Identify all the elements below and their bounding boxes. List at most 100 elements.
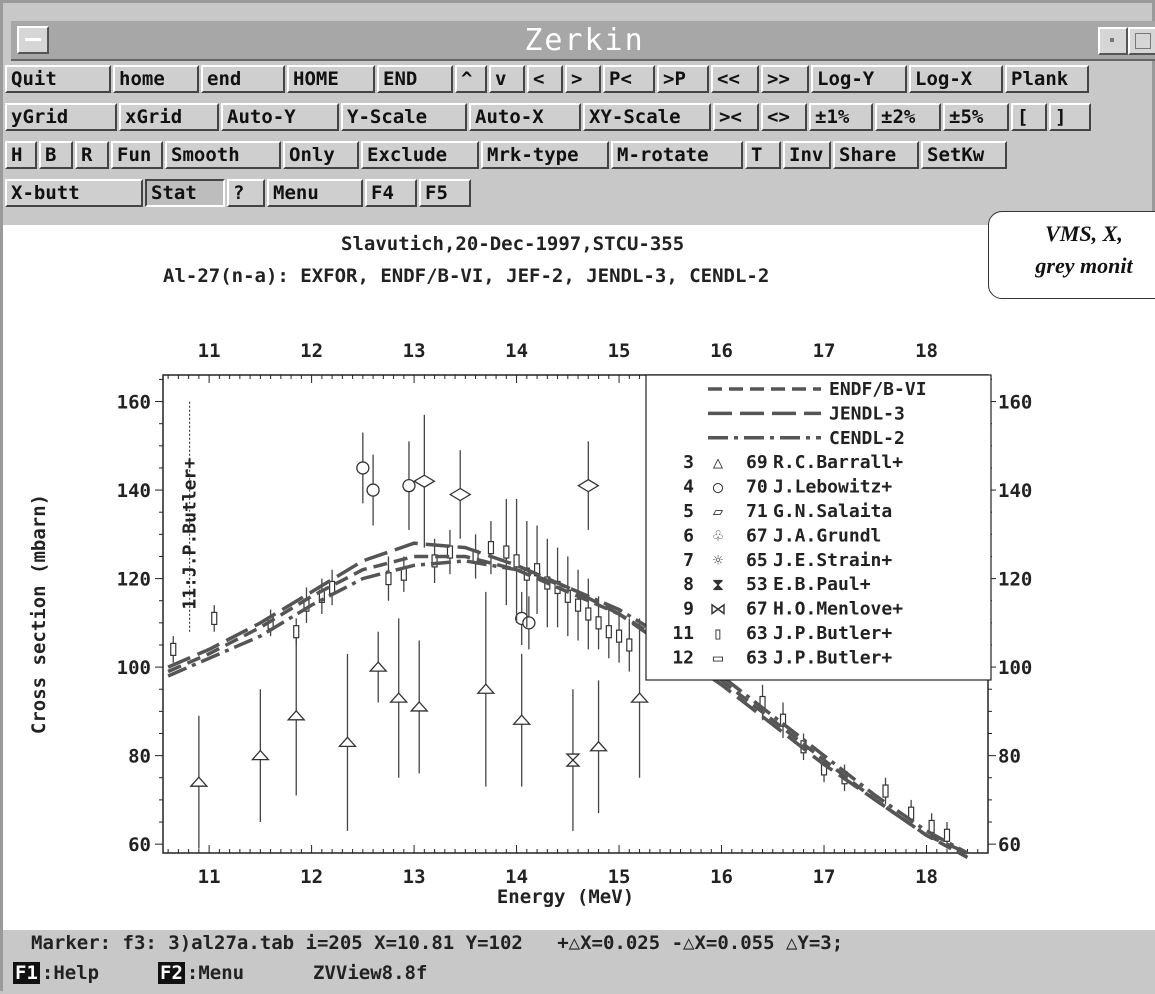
x-tick-label-top: 12 [300, 340, 323, 362]
toolbar-button-5[interactable]: ±5% [943, 103, 1009, 131]
legend-year: 67 [746, 599, 768, 620]
data-point-triangle [250, 749, 270, 761]
toolbar-button-stat[interactable]: Stat [145, 179, 225, 207]
legend-box [645, 374, 992, 681]
toolbar-button-b[interactable]: B [39, 141, 73, 169]
data-point-diamond [413, 474, 436, 488]
toolbar-button-x-butt[interactable]: X-butt [5, 179, 143, 207]
legend-symbol: ☼ [713, 551, 723, 571]
toolbar-button-share[interactable]: Share [833, 141, 919, 169]
x-tick-label: 13 [403, 866, 426, 888]
legend-year: 63 [746, 647, 768, 668]
toolbar-button-[interactable]: ? [227, 179, 265, 207]
data-point-bar [446, 545, 454, 559]
toolbar-button-xgrid[interactable]: xGrid [119, 103, 219, 131]
toolbar-button-y-scale[interactable]: Y-Scale [341, 103, 467, 131]
toolbar-button-xy-scale[interactable]: XY-Scale [583, 103, 711, 131]
toolbar-button-m-rotate[interactable]: M-rotate [611, 141, 743, 169]
toolbar-button-p[interactable]: P< [603, 65, 655, 93]
toolbar-button-only[interactable]: Only [283, 141, 359, 169]
data-point-bar [605, 625, 612, 639]
minimize-button[interactable] [1098, 27, 1128, 55]
data-point-bar [487, 541, 495, 555]
legend-symbol: ▱ [713, 502, 724, 522]
toolbar-button-[interactable]: [ [1011, 103, 1047, 131]
data-point-triangle [189, 776, 209, 787]
toolbar-button-home[interactable]: HOME [287, 65, 375, 93]
toolbar-button-[interactable]: ] [1049, 103, 1091, 131]
legend-year: 70 [746, 477, 768, 498]
data-point-bar [615, 629, 623, 643]
legend-symbol: ▭ [713, 648, 724, 668]
x-tick-label: 17 [813, 866, 836, 888]
data-point-bar [779, 713, 787, 727]
legend-year: 65 [746, 550, 768, 571]
data-point-bar [574, 598, 582, 612]
y-tick-label-right: 120 [998, 569, 1032, 591]
toolbar-button-t[interactable]: T [745, 141, 781, 169]
cross-section-chart[interactable]: 11 11 12 12 13 13 14 14 15 15 16 16 17 17 18 18 60 60 80 80… [3, 225, 1155, 930]
toolbar-button-inv[interactable]: Inv [783, 141, 831, 169]
data-point-bar [585, 607, 592, 621]
data-point-bar [928, 819, 935, 834]
toolbar-button-[interactable]: < [527, 65, 563, 93]
legend-label: J.Lebowitz+ [773, 477, 892, 498]
toolbar-button-r[interactable]: R [75, 141, 109, 169]
toolbar-button-[interactable]: << [711, 65, 759, 93]
toolbar-button-quit[interactable]: Quit [5, 65, 111, 93]
legend-symbol: ⋈ [710, 600, 727, 620]
y-tick-label-right: 160 [998, 392, 1032, 414]
toolbar-button-log-x[interactable]: Log-X [909, 65, 1003, 93]
plot-header-2: Al-27(n-a): EXFOR, ENDF/B-VI, JEF-2, JEN… [163, 265, 770, 287]
maximize-button[interactable] [1128, 27, 1155, 55]
data-point-triangle [512, 714, 532, 725]
plot-area[interactable]: Slavutich,20-Dec-1997,STCU-355 Al-27(n-a… [3, 225, 1155, 930]
f1-key[interactable]: F1 [13, 962, 40, 984]
f2-key[interactable]: F2 [158, 962, 185, 984]
toolbar-button-mrk-type[interactable]: Mrk-type [481, 141, 609, 169]
legend-label: ENDF/B-VI [829, 379, 927, 400]
toolbar-button-log-y[interactable]: Log-Y [811, 65, 907, 93]
toolbar-button-[interactable]: > [565, 65, 601, 93]
x-tick-label-top: 11 [198, 340, 221, 362]
legend-symbol: ♧ [713, 526, 723, 546]
vertical-marker-label: 11:J.P.Butler+ [180, 458, 201, 610]
system-menu-button[interactable] [17, 26, 49, 54]
toolbar-button-p[interactable]: >P [657, 65, 709, 93]
y-tick-label-right: 60 [998, 834, 1021, 856]
toolbar-button-[interactable]: <> [761, 103, 807, 131]
legend-number: 11 [672, 623, 694, 644]
f2-label[interactable]: :Menu [186, 962, 245, 984]
x-tick-label-top: 16 [710, 340, 733, 362]
legend-number: 8 [683, 574, 694, 595]
toolbar-button-plank[interactable]: Plank [1005, 65, 1089, 93]
title-bar[interactable]: Zerkin [11, 21, 1155, 61]
toolbar-button-ygrid[interactable]: yGrid [5, 103, 117, 131]
x-tick-label-top: 15 [608, 340, 631, 362]
toolbar-button-[interactable]: ^ [455, 65, 487, 93]
f1-label[interactable]: :Help [41, 962, 100, 984]
toolbar-button-auto-x[interactable]: Auto-X [469, 103, 581, 131]
toolbar-button-end[interactable]: END [377, 65, 453, 93]
toolbar-button-f5[interactable]: F5 [419, 179, 471, 207]
toolbar-button-smooth[interactable]: Smooth [165, 141, 281, 169]
toolbar-button-end[interactable]: end [201, 65, 285, 93]
toolbar-button-exclude[interactable]: Exclude [361, 141, 479, 169]
x-tick-label-top: 18 [915, 340, 938, 362]
data-point-circle [366, 483, 380, 497]
toolbar-button-[interactable]: >< [713, 103, 759, 131]
data-point-bar [626, 638, 633, 652]
toolbar-button-v[interactable]: v [489, 65, 525, 93]
toolbar-button-h[interactable]: H [5, 141, 37, 169]
toolbar-button-2[interactable]: ±2% [875, 103, 941, 131]
toolbar-button-auto-y[interactable]: Auto-Y [221, 103, 339, 131]
toolbar-button-fun[interactable]: Fun [111, 141, 163, 169]
toolbar-button-[interactable]: >> [761, 65, 809, 93]
toolbar-button-f4[interactable]: F4 [365, 179, 417, 207]
toolbar-button-1[interactable]: ±1% [809, 103, 873, 131]
toolbar-button-setkw[interactable]: SetKw [921, 141, 1007, 169]
data-point-bar [170, 642, 177, 657]
legend-number: 6 [683, 525, 694, 546]
toolbar-button-home[interactable]: home [113, 65, 199, 93]
toolbar-button-menu[interactable]: Menu [267, 179, 363, 207]
